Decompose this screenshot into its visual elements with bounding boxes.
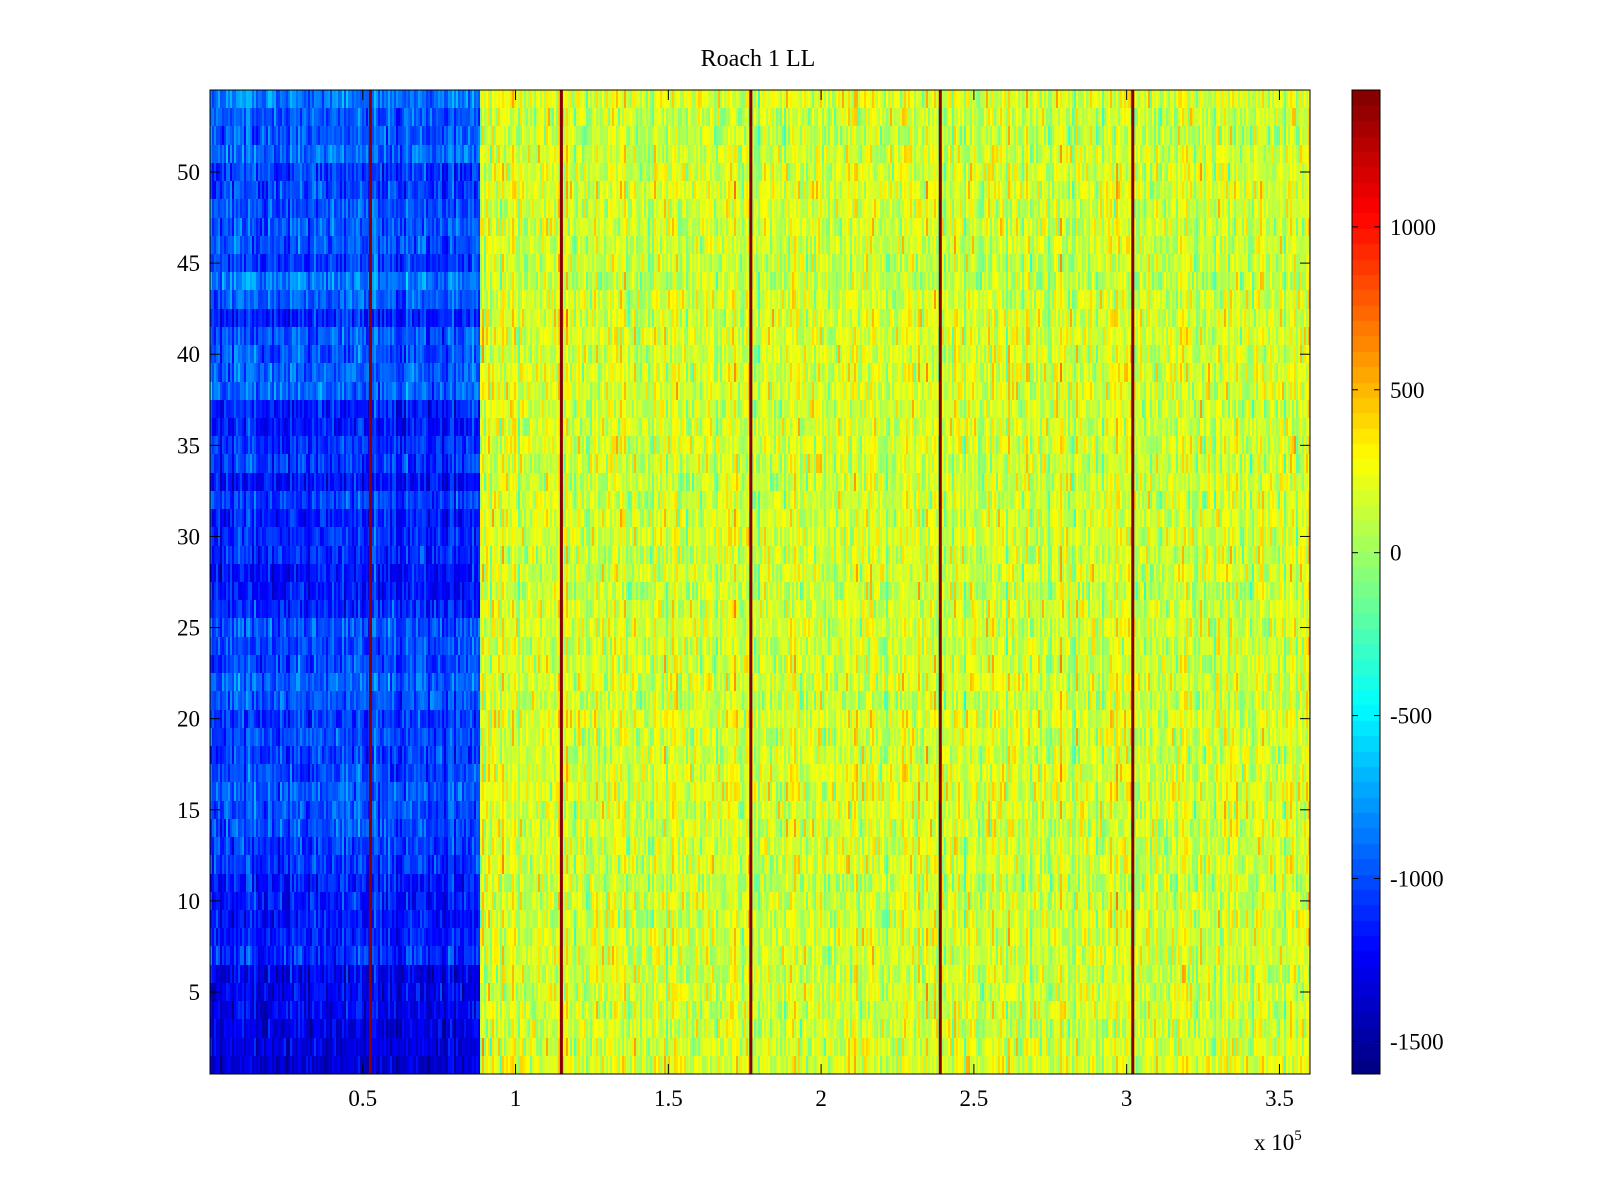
colorbar-axis: -1500 -1000 -500 0 500 1000 <box>1352 215 1444 1054</box>
x-tick-label: 3 <box>1121 1086 1133 1111</box>
x-axis-multiplier-exponent: 5 <box>1294 1128 1302 1144</box>
y-tick-label: 20 <box>177 707 200 732</box>
heatmap-image <box>210 90 1310 1074</box>
x-tick-label: 0.5 <box>348 1086 377 1111</box>
y-tick-label: 30 <box>177 524 200 549</box>
y-tick-label: 35 <box>177 433 200 458</box>
x-tick-label: 1 <box>510 1086 522 1111</box>
chart-title: Roach 1 LL <box>701 46 816 72</box>
x-axis: 0.5 1 1.5 2 2.5 3 3.5 <box>348 90 1294 1111</box>
x-tick-label: 1.5 <box>654 1086 683 1111</box>
x-tick-label: 2.5 <box>960 1086 989 1111</box>
x-tick-label: 2 <box>815 1086 827 1111</box>
y-tick-label: 15 <box>177 798 200 823</box>
colorbar-tick-label: -1000 <box>1390 867 1444 892</box>
x-axis-multiplier: x 105 <box>1254 1128 1302 1155</box>
y-tick-label: 45 <box>177 251 200 276</box>
x-tick-label: 3.5 <box>1265 1086 1294 1111</box>
colorbar-image <box>1352 90 1380 1074</box>
colorbar-tick-label: 500 <box>1390 378 1425 403</box>
colorbar-tick-label: -1500 <box>1390 1029 1444 1054</box>
y-axis: 5 10 15 20 25 30 35 40 45 50 <box>177 160 1310 1005</box>
plot-frame <box>209 89 1311 1075</box>
y-tick-label: 40 <box>177 342 200 367</box>
colorbar-frame <box>1351 89 1381 1075</box>
colorbar-tick-label: 1000 <box>1390 215 1436 240</box>
colorbar-tick-label: 0 <box>1390 541 1402 566</box>
y-tick-label: 25 <box>177 616 200 641</box>
y-tick-label: 5 <box>189 980 201 1005</box>
colorbar-tick-label: -500 <box>1390 704 1432 729</box>
y-tick-label: 50 <box>177 160 200 185</box>
y-tick-label: 10 <box>177 889 200 914</box>
x-axis-multiplier-base: x 10 <box>1254 1130 1294 1155</box>
